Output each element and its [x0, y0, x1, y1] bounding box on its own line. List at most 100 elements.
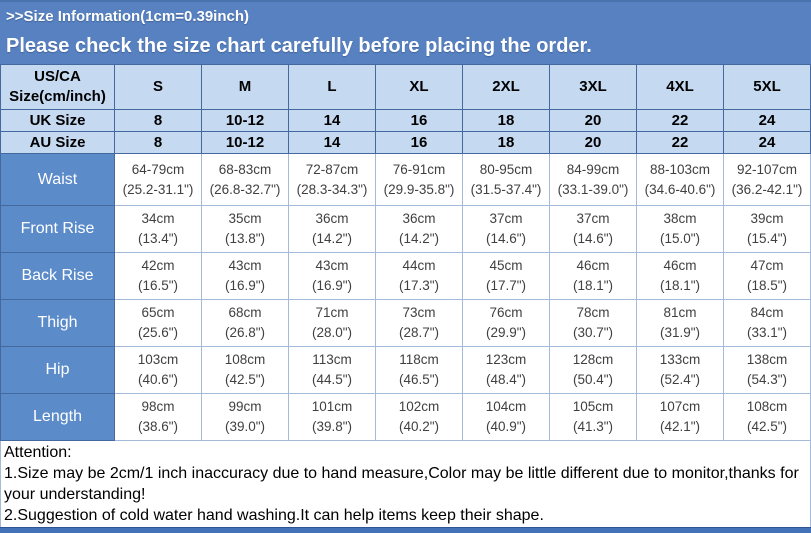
size-column-header: S [114, 64, 202, 110]
inch-value: (33.1-39.0") [557, 181, 629, 197]
size-value-cell: 10-12 [201, 131, 289, 154]
size-value-cell: 20 [549, 131, 637, 154]
inch-value: (54.3") [746, 372, 788, 387]
attention-title: Attention: [4, 444, 72, 461]
cm-value: 103cm [137, 352, 179, 367]
cm-value: 47cm [750, 258, 784, 273]
cm-value: 34cm [141, 211, 175, 226]
row-label: Thigh [0, 299, 115, 347]
attention-note-2: 2.Suggestion of cold water hand washing.… [4, 507, 544, 524]
inch-value: (42.5") [224, 372, 266, 387]
cm-value: 72-87cm [305, 161, 359, 177]
inch-value: (29.9") [485, 325, 527, 340]
inch-value: (50.4") [572, 372, 614, 387]
size-column-header: 5XL [723, 64, 811, 110]
attention-section: Attention: 1.Size may be 2cm/1 inch inac… [0, 441, 811, 527]
measurement-cell: 64-79cm (25.2-31.1") [114, 153, 202, 206]
size-value-cell: 24 [723, 109, 811, 132]
size-value-cell: 22 [636, 109, 724, 132]
size-value-cell: 24 [723, 131, 811, 154]
cm-value: 104cm [485, 399, 527, 414]
inch-value: (13.4") [137, 231, 179, 246]
cm-value: 37cm [576, 211, 610, 226]
attention-note-1: 1.Size may be 2cm/1 inch inaccuracy due … [4, 465, 799, 503]
inch-value: (33.1") [746, 325, 788, 340]
size-info-banner: >>Size Information(1cm=0.39inch) Please … [0, 0, 811, 64]
cm-value: 118cm [399, 352, 439, 367]
inch-value: (18.1") [572, 278, 614, 293]
measurement-cell: 42cm (16.5") [114, 252, 202, 300]
cm-value: 68-83cm [218, 161, 272, 177]
measurement-row: Back Rise 42cm (16.5") 43cm (16.9") 43cm (16.9… [0, 252, 811, 300]
measurement-cell: 113cm (44.5") [288, 346, 376, 394]
size-value-cell: 8 [114, 109, 202, 132]
measurement-cell: 65cm (25.6") [114, 299, 202, 347]
inch-value: (14.6") [572, 231, 614, 246]
inch-value: (40.6") [137, 372, 179, 387]
inch-value: (48.4") [485, 372, 527, 387]
cm-value: 43cm [315, 258, 349, 273]
measurement-cell: 81cm (31.9") [636, 299, 724, 347]
measurement-row: Front Rise 34cm (13.4") 35cm (13.8") 36cm (14.… [0, 205, 811, 253]
measurement-cell: 107cm (42.1") [636, 393, 724, 441]
cm-value: 76-91cm [392, 161, 446, 177]
measurement-row: Waist 64-79cm (25.2-31.1") 68-83cm (26.8-32.… [0, 153, 811, 206]
cm-value: 46cm [576, 258, 610, 273]
measurement-cell: 46cm (18.1") [549, 252, 637, 300]
cm-value: 45cm [489, 258, 523, 273]
inch-value: (25.6") [137, 325, 179, 340]
cm-value: 39cm [750, 211, 784, 226]
measurement-cell: 84-99cm (33.1-39.0") [549, 153, 637, 206]
measurement-cell: 43cm (16.9") [288, 252, 376, 300]
size-column-header: 2XL [462, 64, 550, 110]
size-column-header: XL [375, 64, 463, 110]
cm-value: 38cm [663, 211, 697, 226]
measurement-cell: 108cm (42.5") [201, 346, 289, 394]
measurement-cell: 71cm (28.0") [288, 299, 376, 347]
size-value-cell: 18 [462, 131, 550, 154]
cm-value: 68cm [228, 305, 262, 320]
size-value-cell: 18 [462, 109, 550, 132]
measurement-cell: 37cm (14.6") [549, 205, 637, 253]
banner-title: >>Size Information(1cm=0.39inch) [6, 8, 249, 25]
measurement-cell: 37cm (14.6") [462, 205, 550, 253]
measurement-cell: 45cm (17.7") [462, 252, 550, 300]
measurement-cell: 92-107cm (36.2-42.1") [723, 153, 811, 206]
inch-value: (28.7") [398, 325, 440, 340]
cm-value: 102cm [398, 399, 440, 414]
inch-value: (46.5") [398, 372, 440, 387]
inch-value: (25.2-31.1") [122, 181, 194, 197]
cm-value: 105cm [572, 399, 614, 414]
cm-value: 44cm [402, 258, 436, 273]
cm-value: 42cm [141, 258, 175, 273]
measurement-cell: 43cm (16.9") [201, 252, 289, 300]
size-value-cell: 16 [375, 131, 463, 154]
inch-value: (14.6") [485, 231, 527, 246]
size-column-header: L [288, 64, 376, 110]
measurement-cell: 133cm (52.4") [636, 346, 724, 394]
inch-value: (15.4") [746, 231, 788, 246]
inch-value: (42.5") [746, 419, 788, 434]
measurement-row: Thigh 65cm (25.6") 68cm (26.8") 71cm (28.0") 73… [0, 299, 811, 347]
inch-value: (38.6") [137, 419, 179, 434]
inch-value: (16.9") [224, 278, 266, 293]
inch-value: (41.3") [572, 419, 614, 434]
cm-value: 35cm [228, 211, 262, 226]
cm-value: 36cm [315, 211, 349, 226]
measurement-cell: 123cm (48.4") [462, 346, 550, 394]
measurement-cell: 78cm (30.7") [549, 299, 637, 347]
measurement-cell: 138cm (54.3") [723, 346, 811, 394]
measurement-cell: 108cm (42.5") [723, 393, 811, 441]
inch-value: (44.5") [311, 372, 353, 387]
measurement-cell: 80-95cm (31.5-37.4") [462, 153, 550, 206]
row-label: Waist [0, 153, 115, 206]
inch-value: (34.6-40.6") [644, 181, 716, 197]
cm-value: 138cm [746, 352, 788, 367]
size-value-cell: 10-12 [201, 109, 289, 132]
size-value-cell: 14 [288, 131, 376, 154]
cm-value: 64-79cm [131, 161, 185, 177]
measurement-cell: 128cm (50.4") [549, 346, 637, 394]
cm-value: 99cm [228, 399, 262, 414]
next-section-strip [0, 527, 811, 533]
banner-subtitle: Please check the size chart carefully be… [6, 35, 592, 57]
